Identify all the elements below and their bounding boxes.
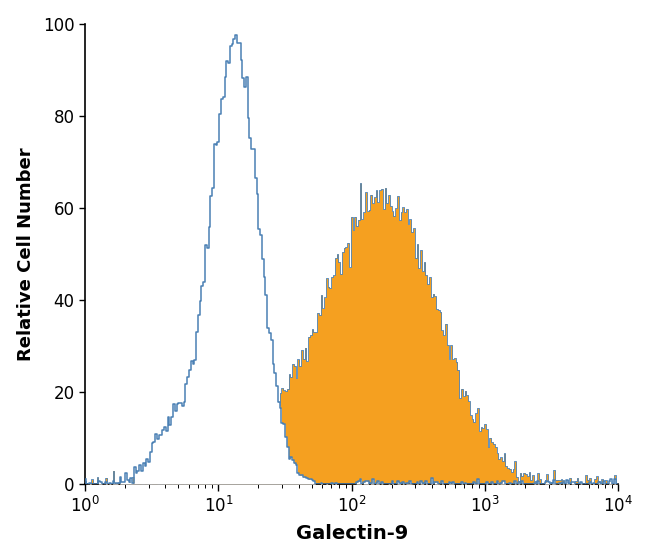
Y-axis label: Relative Cell Number: Relative Cell Number [17,147,34,361]
X-axis label: Galectin-9: Galectin-9 [296,524,408,543]
